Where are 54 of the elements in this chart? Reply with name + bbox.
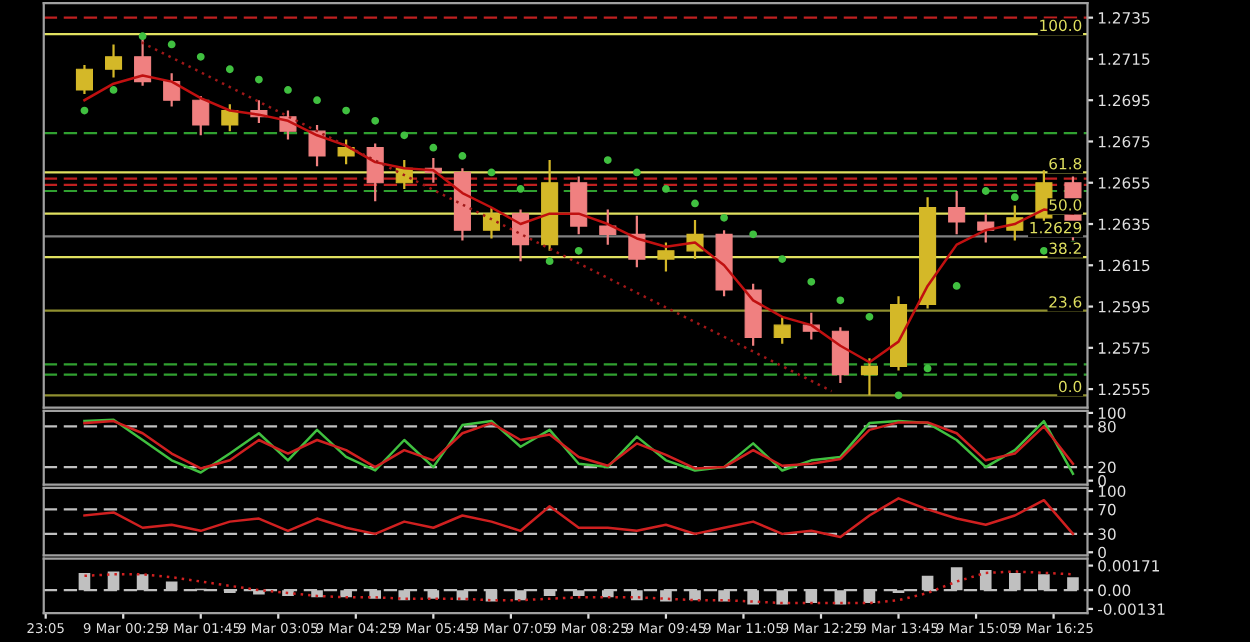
point xyxy=(662,185,670,193)
candlestick xyxy=(163,72,181,108)
point xyxy=(923,364,932,373)
point xyxy=(167,40,176,49)
candlestick xyxy=(657,241,675,273)
point xyxy=(371,116,380,125)
point xyxy=(865,312,874,321)
point xyxy=(1010,193,1019,202)
candlestick xyxy=(221,103,239,133)
candlestick xyxy=(744,282,762,347)
candlestick xyxy=(773,315,791,345)
point xyxy=(225,65,234,74)
point xyxy=(138,32,147,41)
point xyxy=(632,168,641,177)
line-series xyxy=(83,497,1075,539)
point xyxy=(196,52,205,61)
candlestick xyxy=(977,212,995,244)
point xyxy=(574,246,583,255)
candlestick xyxy=(75,64,94,96)
point xyxy=(691,199,699,208)
point xyxy=(807,277,816,286)
candlestick xyxy=(628,214,646,269)
candlestick xyxy=(192,94,210,137)
point xyxy=(778,255,787,263)
candlestick xyxy=(948,189,966,236)
candlestick xyxy=(366,142,384,203)
point xyxy=(109,85,118,94)
point xyxy=(981,187,990,195)
line-series xyxy=(83,570,1075,605)
point xyxy=(603,156,612,164)
point xyxy=(284,85,292,94)
point xyxy=(836,296,845,305)
point xyxy=(400,131,409,140)
candlestick xyxy=(599,208,617,246)
candlestick xyxy=(860,357,878,397)
point xyxy=(313,96,321,105)
point xyxy=(80,106,89,115)
point xyxy=(458,152,467,160)
point xyxy=(720,213,728,222)
candlestick xyxy=(831,326,849,385)
point xyxy=(487,168,496,177)
point xyxy=(749,230,758,239)
candlestick xyxy=(337,138,355,166)
point xyxy=(952,282,961,290)
candlestick xyxy=(104,43,123,79)
point xyxy=(894,391,903,400)
point xyxy=(545,257,554,266)
point xyxy=(516,185,525,193)
candlestick xyxy=(570,175,588,236)
point xyxy=(429,143,438,152)
point xyxy=(255,75,263,84)
candlestick xyxy=(482,206,501,240)
point xyxy=(342,106,351,115)
point xyxy=(1040,246,1048,255)
